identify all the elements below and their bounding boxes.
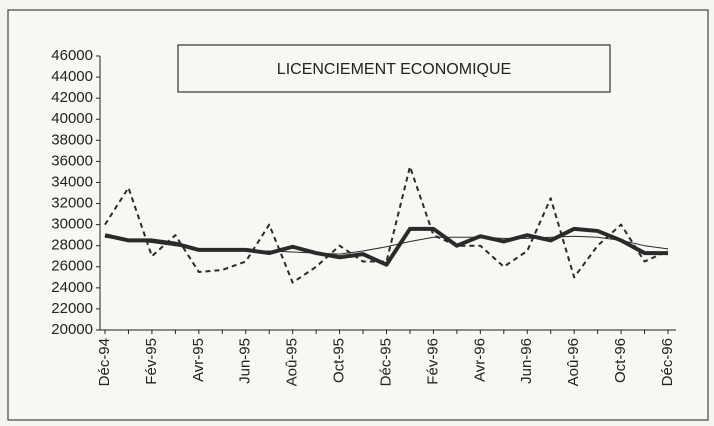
y-tick-label: 26000: [51, 258, 93, 275]
y-tick-label: 38000: [51, 131, 93, 148]
x-tick-label: Jun-95: [237, 338, 254, 384]
x-tick-label: Oct-95: [331, 338, 348, 383]
x-tick-label: Déc-96: [659, 338, 676, 386]
y-tick-label: 32000: [51, 195, 93, 212]
x-tick-label: Avr-95: [190, 338, 207, 382]
x-tick-label: Fév-96: [424, 338, 441, 385]
y-tick-label: 24000: [51, 279, 93, 296]
y-tick-label: 42000: [51, 89, 93, 106]
x-tick-label: Aoû-96: [565, 338, 582, 386]
x-tick-label: Déc-94: [96, 338, 113, 386]
x-tick-label: Avr-96: [471, 338, 488, 382]
y-tick-label: 44000: [51, 68, 93, 85]
y-tick-label: 30000: [51, 216, 93, 233]
series-line: [104, 226, 668, 267]
x-tick-label: Déc-95: [377, 338, 394, 386]
chart-title: LICENCIEMENT ECONOMIQUE: [277, 61, 511, 78]
x-tick-label: Oct-96: [612, 338, 629, 383]
y-tick-label: 46000: [51, 47, 93, 64]
y-tick-label: 28000: [51, 237, 93, 254]
title-box: [177, 44, 611, 93]
y-tick-label: 36000: [51, 152, 93, 169]
x-tick-label: Jun-96: [518, 338, 535, 384]
y-tick-label: 40000: [51, 110, 93, 127]
y-tick-label: 34000: [51, 173, 93, 190]
x-tick-label: Aoû-95: [284, 338, 301, 386]
series-line: [104, 165, 669, 284]
y-tick-label: 22000: [51, 300, 93, 317]
y-tick-label: 20000: [51, 321, 93, 338]
x-tick-label: Fév-95: [143, 338, 160, 385]
